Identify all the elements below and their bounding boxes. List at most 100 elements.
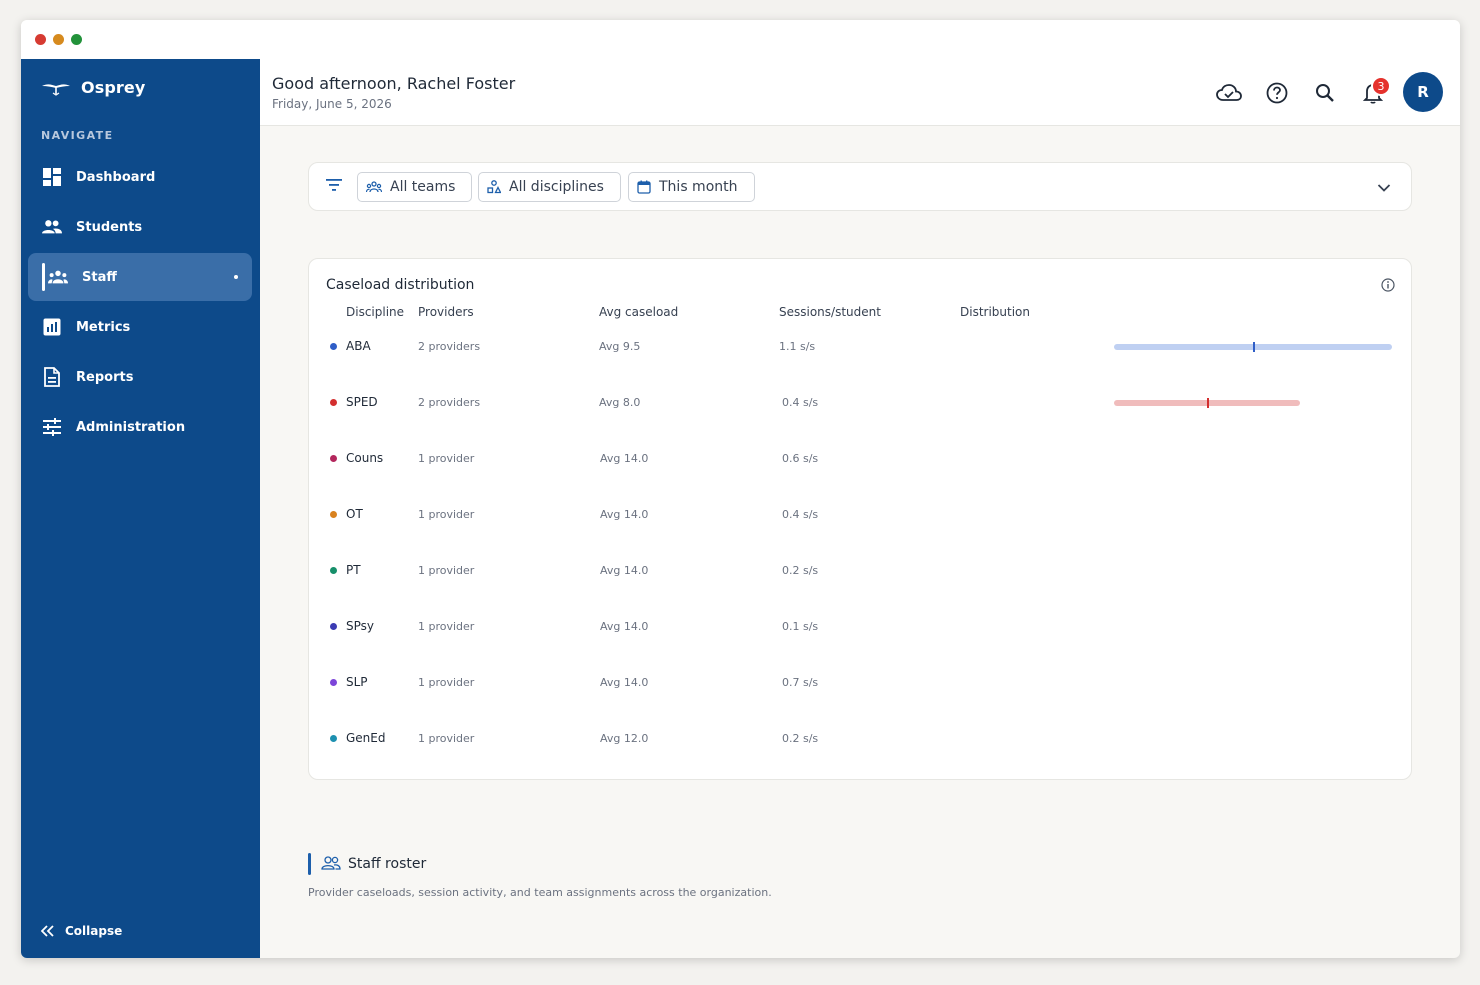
discipline-color-dot	[330, 343, 337, 350]
reports-icon	[42, 367, 62, 387]
window-close-button[interactable]	[35, 34, 46, 45]
teams-filter-chip[interactable]: All teams	[357, 172, 473, 202]
nav-heading: NAVIGATE	[41, 129, 114, 142]
current-date: Friday, June 5, 2026	[272, 97, 392, 111]
notification-badge: 3	[1371, 76, 1391, 96]
filter-icon[interactable]	[326, 177, 342, 196]
provider-count: 1 provider	[418, 452, 475, 465]
info-icon[interactable]	[1381, 277, 1395, 296]
column-header-discipline: Discipline	[346, 305, 405, 319]
discipline-name: PT	[346, 563, 361, 577]
sessions-per-student-value: 0.7 s/s	[782, 676, 819, 689]
sidebar-item-label: Staff	[82, 269, 117, 285]
discipline-name: Couns	[346, 451, 384, 465]
discipline-name: SPED	[346, 395, 378, 409]
sidebar-item-label: Dashboard	[76, 169, 156, 185]
caseload-distribution-card: Caseload distribution Discipline Provide…	[308, 258, 1412, 780]
distribution-bar	[1114, 342, 1392, 352]
sidebar-item-dashboard[interactable]: Dashboard	[28, 153, 252, 201]
discipline-name: GenEd	[346, 731, 386, 745]
sessions-per-student-value: 0.2 s/s	[782, 732, 819, 745]
table-row[interactable]: SLP 1 provider Avg 14.0 0.7 s/s	[309, 655, 1411, 711]
sidebar-item-metrics[interactable]: Metrics	[28, 303, 252, 351]
students-icon	[42, 217, 62, 237]
table-row[interactable]: GenEd 1 provider Avg 12.0 0.2 s/s	[309, 711, 1411, 767]
period-filter-label: This month	[659, 179, 738, 195]
filter-bar: All teams All disciplines This month	[308, 162, 1412, 211]
provider-count: 2 providers	[418, 340, 481, 353]
table-row[interactable]: ABA 2 providers Avg 9.5 1.1 s/s	[309, 319, 1411, 375]
collapse-button[interactable]: Collapse	[41, 924, 122, 938]
user-avatar[interactable]: R	[1403, 72, 1443, 112]
table-row[interactable]: SPsy 1 provider Avg 14.0 0.1 s/s	[309, 599, 1411, 655]
column-header-avg-caseload: Avg caseload	[599, 305, 679, 319]
avg-caseload-value: Avg 9.5	[599, 340, 641, 353]
card-title: Caseload distribution	[326, 277, 475, 293]
distribution-median-marker	[1207, 398, 1209, 408]
period-filter-chip[interactable]: This month	[628, 172, 755, 202]
sidebar-nav: Dashboard Students Staff Metr	[28, 153, 252, 453]
active-indicator	[42, 263, 45, 291]
sidebar-item-students[interactable]: Students	[28, 203, 252, 251]
sidebar-item-administration[interactable]: Administration	[28, 403, 252, 451]
distribution-median-marker	[1253, 342, 1255, 352]
sidebar-item-staff[interactable]: Staff	[28, 253, 252, 301]
section-title: Staff roster	[348, 856, 427, 872]
disciplines-filter-chip[interactable]: All disciplines	[478, 172, 621, 202]
column-header-providers: Providers	[418, 305, 474, 319]
avg-caseload-value: Avg 14.0	[600, 676, 649, 689]
discipline-name: SLP	[346, 675, 368, 689]
active-dot	[234, 275, 238, 279]
teams-icon	[366, 181, 382, 193]
provider-count: 1 provider	[418, 676, 475, 689]
search-icon[interactable]	[1312, 80, 1338, 106]
column-header-distribution: Distribution	[960, 305, 1031, 319]
collapse-label: Collapse	[65, 924, 123, 938]
title-bar	[21, 20, 1460, 59]
section-description: Provider caseloads, session activity, an…	[308, 886, 772, 899]
provider-count: 1 provider	[418, 732, 475, 745]
sessions-per-student-value: 0.4 s/s	[782, 396, 819, 409]
window-minimize-button[interactable]	[53, 34, 64, 45]
discipline-color-dot	[330, 623, 337, 630]
table-row[interactable]: Couns 1 provider Avg 14.0 0.6 s/s	[309, 431, 1411, 487]
sessions-per-student-value: 0.6 s/s	[782, 452, 819, 465]
discipline-color-dot	[330, 567, 337, 574]
window-maximize-button[interactable]	[71, 34, 82, 45]
chevron-down-icon[interactable]	[1377, 178, 1391, 197]
people-icon	[321, 855, 341, 874]
table-row[interactable]: PT 1 provider Avg 14.0 0.2 s/s	[309, 543, 1411, 599]
app-logo[interactable]: Osprey	[41, 77, 145, 97]
sidebar-item-reports[interactable]: Reports	[28, 353, 252, 401]
provider-count: 1 provider	[418, 620, 475, 633]
discipline-name: SPsy	[346, 619, 374, 633]
disciplines-icon	[487, 180, 501, 194]
osprey-logo-icon	[42, 84, 70, 96]
table-row[interactable]: OT 1 provider Avg 14.0 0.4 s/s	[309, 487, 1411, 543]
discipline-color-dot	[330, 679, 337, 686]
sidebar-item-label: Metrics	[76, 319, 131, 335]
cloud-sync-icon[interactable]	[1216, 80, 1242, 106]
discipline-color-dot	[330, 511, 337, 518]
sidebar-item-label: Reports	[76, 369, 134, 385]
avg-caseload-value: Avg 14.0	[600, 508, 649, 521]
discipline-color-dot	[330, 455, 337, 462]
sessions-per-student-value: 0.2 s/s	[782, 564, 819, 577]
help-icon[interactable]	[1264, 80, 1290, 106]
teams-filter-label: All teams	[390, 179, 456, 195]
section-accent-bar	[308, 853, 311, 875]
discipline-color-dot	[330, 399, 337, 406]
sessions-per-student-value: 0.1 s/s	[782, 620, 819, 633]
top-header: Good afternoon, Rachel Foster Friday, Ju…	[260, 59, 1460, 126]
avg-caseload-value: Avg 14.0	[600, 452, 649, 465]
avg-caseload-value: Avg 14.0	[600, 620, 649, 633]
column-header-sessions: Sessions/student	[779, 305, 881, 319]
metrics-icon	[42, 317, 62, 337]
disciplines-filter-label: All disciplines	[509, 179, 604, 195]
avg-caseload-value: Avg 12.0	[600, 732, 649, 745]
provider-count: 2 providers	[418, 396, 481, 409]
sessions-per-student-value: 0.4 s/s	[782, 508, 819, 521]
sliders-icon	[42, 417, 62, 437]
table-row[interactable]: SPED 2 providers Avg 8.0 0.4 s/s	[309, 375, 1411, 431]
calendar-icon	[637, 180, 651, 194]
